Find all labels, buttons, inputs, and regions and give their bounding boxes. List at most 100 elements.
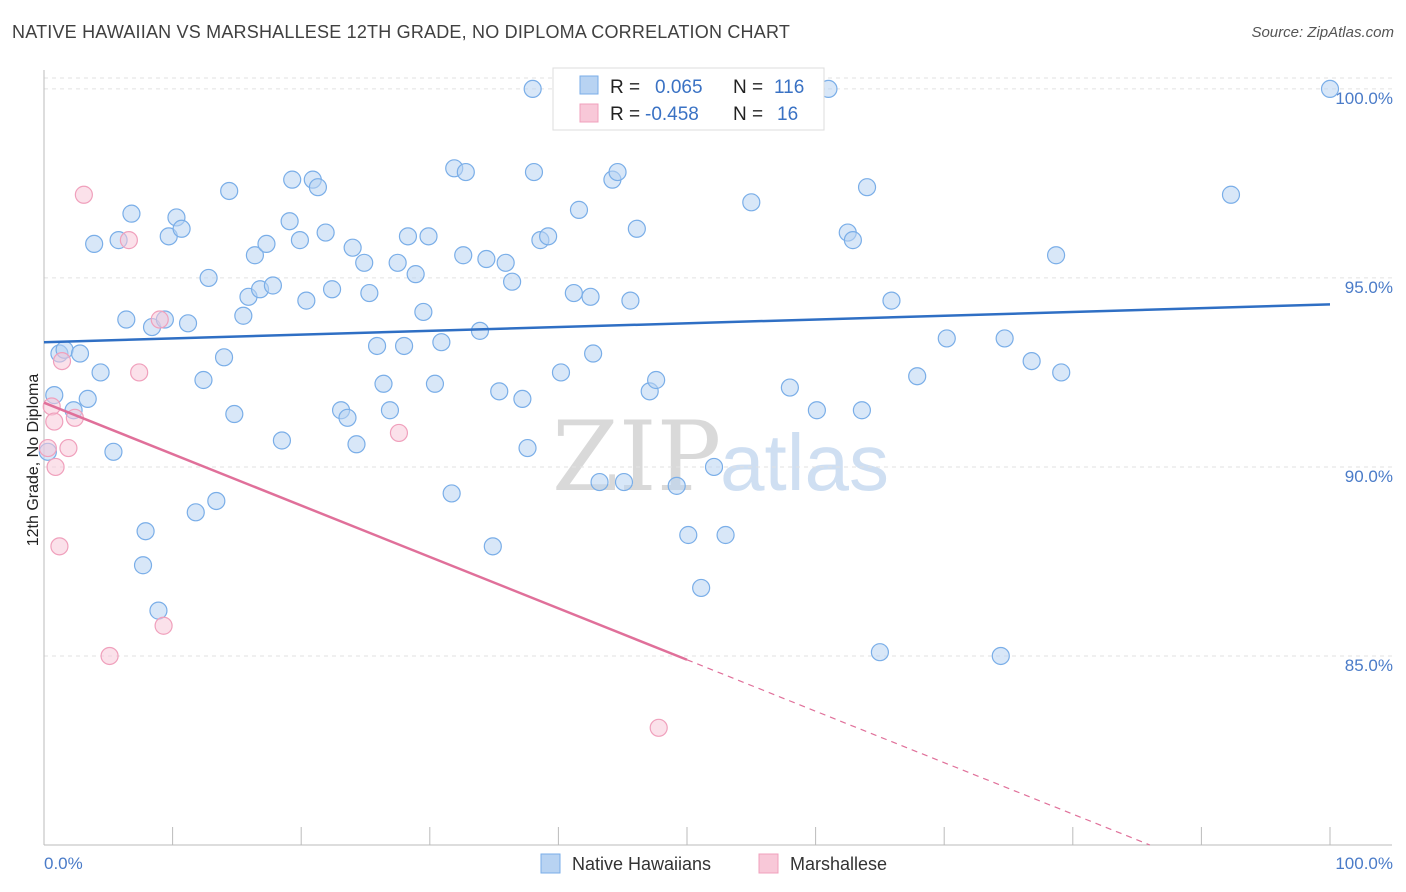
y-tick-label: 85.0% (1345, 656, 1393, 675)
native-hawaiian-point (283, 170, 302, 189)
native-hawaiian-point (425, 374, 445, 393)
legend-r-label-1: R = (610, 77, 640, 98)
native-hawaiian-point (257, 234, 276, 254)
native-hawaiian-point (380, 401, 400, 420)
native-hawaiian-point (843, 231, 862, 250)
native-hawaiian-point (1052, 363, 1071, 382)
native-hawaiian-point (852, 401, 871, 420)
marshallese-point (100, 646, 119, 666)
native-hawaiian-point (133, 556, 153, 575)
native-hawaiian-point (322, 280, 342, 299)
legend-swatch-bottom-marshallese (758, 853, 779, 874)
marshallese-point (150, 310, 169, 329)
native-hawaiian-point (78, 389, 97, 409)
native-hawaiian-point (199, 268, 218, 288)
marshallese-point (59, 438, 78, 458)
native-hawaiian-point (388, 253, 407, 272)
native-hawaiian-point (290, 231, 310, 250)
native-hawaiian-point (419, 227, 438, 246)
native-hawaiian-point (857, 178, 877, 197)
native-hawaiian-point (716, 525, 735, 545)
chart-source: Source: ZipAtlas.com (1251, 24, 1394, 41)
marshallese-point (38, 438, 57, 458)
chart-title: NATIVE HAWAIIAN VS MARSHALLESE 12TH GRAD… (12, 22, 791, 42)
native-hawaiian-point (518, 438, 537, 458)
native-hawaiian-point (263, 276, 283, 295)
native-hawaiian-point (367, 336, 387, 356)
native-hawaiian-point (608, 162, 627, 182)
native-hawaiian-point (539, 227, 558, 246)
native-hawaiian-point (343, 238, 362, 257)
native-hawaiian-point (937, 329, 956, 348)
native-hawaiian-point (149, 601, 168, 620)
native-hawaiian-point (360, 283, 379, 303)
native-hawaiian-point (704, 457, 724, 477)
y-tick-label: 90.0% (1345, 467, 1393, 486)
marshallese-point (649, 718, 668, 737)
native-hawaiian-point (442, 484, 461, 503)
marshallese-point (119, 231, 138, 250)
native-hawaiian-point (178, 314, 198, 333)
native-hawaiian-point (272, 431, 292, 450)
trend-lines (43, 303, 1331, 846)
native-hawaiian-point (245, 246, 265, 265)
native-hawaiian-point (496, 253, 515, 272)
legend-r-value-2: -0.458 (645, 104, 699, 125)
marshallese-point (50, 537, 69, 556)
native-hawaiian-point (220, 181, 239, 201)
native-hawaiian-point (590, 472, 609, 492)
native-hawaiian-point (627, 219, 646, 238)
native-hawaiian-point (807, 401, 826, 420)
native-hawaiian-point (297, 291, 316, 310)
native-hawaiian-point (308, 178, 328, 197)
axes: 85.0% 90.0% 95.0% 100.0% 0.0% 100.0% (43, 70, 1393, 873)
legend-swatch-bottom-native-hawaiians (540, 853, 561, 874)
native-hawaiian-point (214, 348, 234, 367)
native-hawaiian-point (316, 223, 335, 242)
marshallese-trend-line (43, 401, 688, 661)
native-hawaiian-point (564, 283, 583, 303)
native-hawaiian-point (85, 234, 104, 254)
grid-lines (44, 77, 1392, 657)
native-hawaiian-point (1046, 246, 1066, 265)
stats-legend: R = 0.065 N = 116 R = -0.458 N = 16 (552, 67, 825, 131)
native-hawaiian-point (569, 200, 589, 219)
native-hawaiian-point (406, 265, 425, 284)
native-hawaiian-point (882, 291, 901, 310)
y-tick-label: 95.0% (1345, 278, 1393, 297)
y-tick-label: 100.0% (1335, 89, 1393, 108)
native-hawaiian-point (104, 442, 123, 461)
native-hawaiian-point (667, 476, 686, 495)
legend-swatch-native-hawaiians (579, 75, 599, 95)
native-hawaiian-point (136, 522, 155, 541)
native-hawaiian-point (91, 363, 110, 382)
native-hawaiian-point (513, 389, 532, 409)
native-hawaiian-point (995, 329, 1014, 348)
native-hawaiian-point (347, 435, 366, 454)
native-hawaiian-point (225, 404, 244, 424)
native-hawaiian-point (551, 363, 571, 382)
native-hawaiian-point (991, 646, 1010, 666)
native-hawaiian-point (122, 204, 141, 223)
native-hawaiian-point (394, 336, 414, 356)
native-hawaiian-point (503, 272, 522, 291)
x-tick-label-max: 100.0% (1335, 854, 1393, 873)
marshallese-point (130, 363, 149, 382)
legend-n-label-2: N = (733, 104, 763, 125)
native-hawaiian-point (355, 253, 374, 272)
legend-n-label-1: N = (733, 77, 763, 98)
native-hawaiian-point (1022, 351, 1041, 371)
watermark-atlas: atlas (720, 418, 889, 507)
marshallese-point (389, 423, 409, 443)
native-hawaiian-point (70, 344, 90, 363)
native-hawaiian-point (523, 79, 542, 99)
marshallese-point (74, 185, 93, 204)
native-hawaiian-trend-line (43, 303, 1331, 344)
native-hawaiian-point (870, 643, 890, 662)
legend-label-marshallese: Marshallese (790, 854, 887, 874)
native-hawaiian-point (398, 227, 418, 246)
native-hawaiian-point (581, 287, 600, 306)
native-hawaiian-point (172, 219, 191, 238)
native-hawaiian-point (1320, 79, 1340, 99)
native-hawaiian-point (742, 193, 761, 212)
